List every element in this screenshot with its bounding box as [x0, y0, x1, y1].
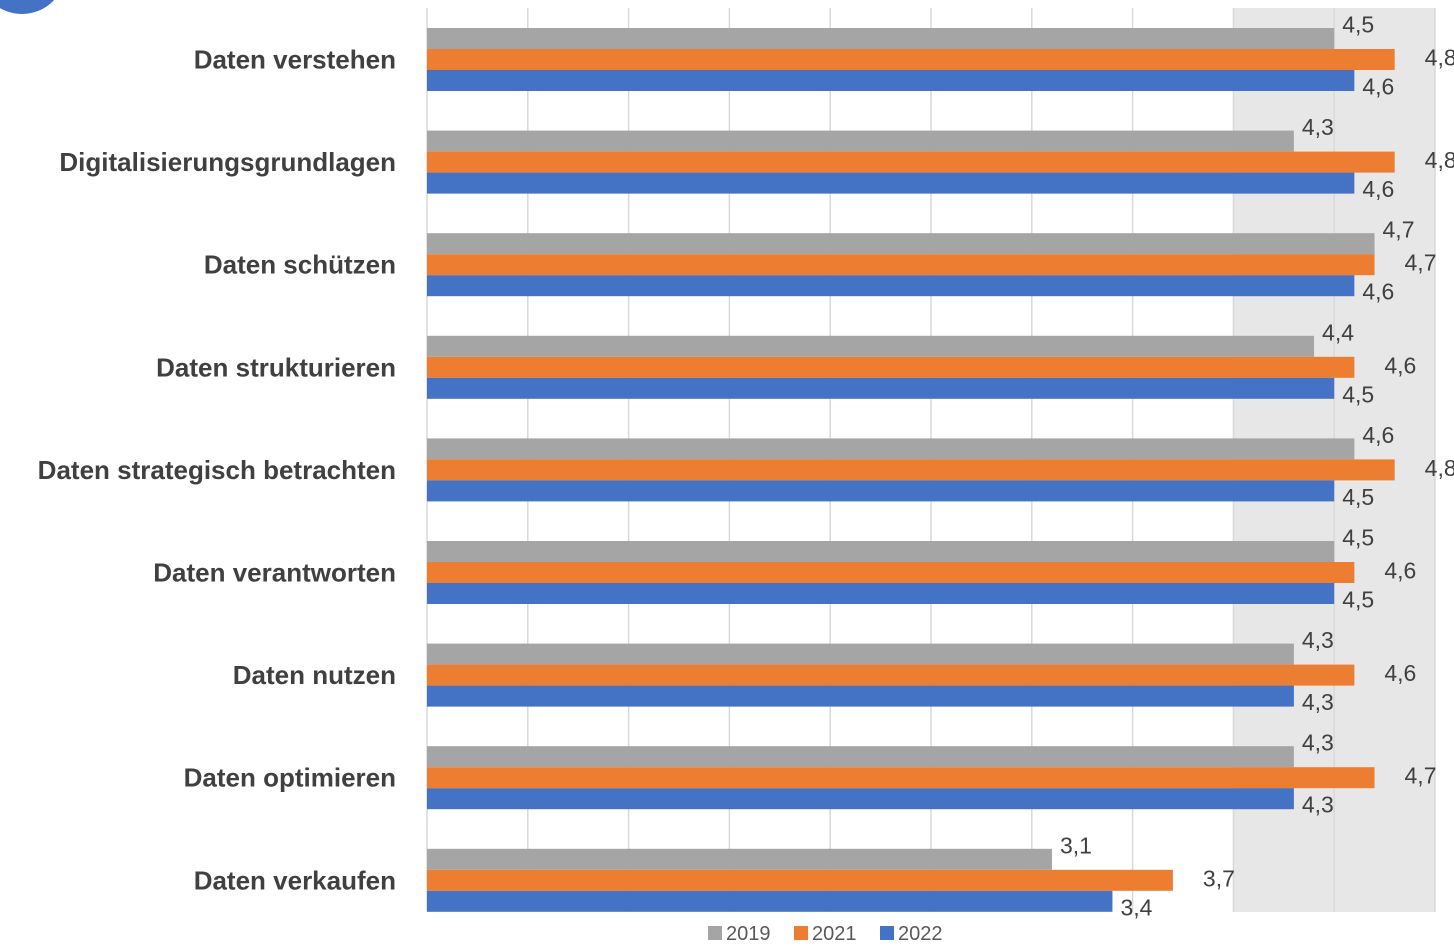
data-label: 4,6 — [1362, 74, 1394, 100]
bar-2021 — [427, 459, 1395, 481]
bar-2019 — [427, 746, 1294, 768]
bar-2021 — [427, 254, 1375, 276]
data-label: 3,7 — [1203, 865, 1235, 891]
category-label: Daten schützen — [204, 250, 396, 280]
category-labels: Daten verstehen Digitalisierungsgrundlage… — [38, 45, 396, 896]
data-label: 4,5 — [1342, 12, 1374, 38]
data-label: 4,6 — [1362, 176, 1394, 202]
bar-2022 — [427, 275, 1355, 297]
bar-2022 — [427, 583, 1335, 604]
category-label: Daten verantworten — [153, 558, 396, 588]
data-label: 4,6 — [1384, 558, 1416, 584]
legend-swatch — [880, 926, 894, 940]
bar-2019 — [427, 541, 1335, 562]
data-label: 4,3 — [1302, 114, 1334, 140]
data-label: 4,8 — [1425, 45, 1454, 71]
bar-2019 — [427, 848, 1052, 870]
data-label: 4,6 — [1362, 422, 1394, 448]
category-label: Daten verstehen — [194, 45, 396, 75]
bar-2019 — [427, 233, 1375, 255]
bar-2022 — [427, 377, 1335, 399]
data-label: 4,8 — [1425, 147, 1454, 173]
data-label: 4,3 — [1302, 792, 1334, 818]
category-label: Daten optimieren — [184, 763, 396, 793]
legend-swatch — [794, 926, 808, 940]
bar-2022 — [427, 890, 1113, 912]
bar-2021 — [427, 49, 1395, 70]
bar-2021 — [427, 356, 1355, 378]
data-label: 4,3 — [1302, 730, 1334, 756]
data-label: 4,4 — [1322, 319, 1354, 345]
bar-2019 — [427, 28, 1335, 49]
data-label: 4,8 — [1425, 455, 1454, 481]
legend-swatch — [708, 926, 722, 940]
badge-circle — [0, 0, 55, 14]
legend-label: 2019 — [726, 923, 771, 945]
bar-2021 — [427, 664, 1355, 686]
bar-2022 — [427, 480, 1335, 502]
data-label: 4,6 — [1362, 279, 1394, 305]
data-label: 4,5 — [1342, 381, 1374, 407]
data-label: 3,4 — [1120, 894, 1152, 920]
bars — [427, 28, 1395, 912]
data-label: 4,7 — [1383, 217, 1415, 243]
bar-2021 — [427, 562, 1355, 583]
bar-2021 — [427, 151, 1395, 173]
bar-2019 — [427, 130, 1294, 152]
category-label: Daten verkaufen — [194, 865, 396, 895]
data-label: 4,3 — [1302, 627, 1334, 653]
bar-2019 — [427, 643, 1294, 665]
data-label: 4,5 — [1342, 484, 1374, 510]
bar-2019 — [427, 438, 1355, 460]
bar-2022 — [427, 70, 1355, 91]
category-label: Daten nutzen — [233, 660, 396, 690]
data-label: 4,7 — [1405, 763, 1437, 789]
category-label: Daten strukturieren — [156, 352, 396, 382]
legend-label: 2021 — [812, 923, 857, 945]
data-label: 4,6 — [1384, 660, 1416, 686]
value-labels: 4,5 4,8 4,6 4,3 4,8 4,6 4,7 4,7 4,6 4,4 4,6 4,5 4,6 4… — [1060, 12, 1454, 921]
legend-label: 2022 — [898, 923, 943, 945]
bar-2022 — [427, 172, 1355, 194]
bar-2021 — [427, 869, 1173, 891]
legend: 2019 2021 2022 — [708, 923, 943, 945]
data-label: 4,3 — [1302, 689, 1334, 715]
data-label: 4,5 — [1342, 587, 1374, 613]
data-label: 4,7 — [1405, 250, 1437, 276]
category-label: Daten strategisch betrachten — [38, 455, 396, 485]
bar-2019 — [427, 335, 1315, 357]
data-label: 3,1 — [1060, 832, 1092, 858]
bar-2022 — [427, 685, 1294, 707]
data-label: 4,6 — [1384, 352, 1416, 378]
bar-2021 — [427, 767, 1375, 789]
category-label: Digitalisierungsgrundlagen — [59, 147, 396, 177]
data-label: 4,5 — [1342, 525, 1374, 551]
bar-2022 — [427, 788, 1294, 810]
